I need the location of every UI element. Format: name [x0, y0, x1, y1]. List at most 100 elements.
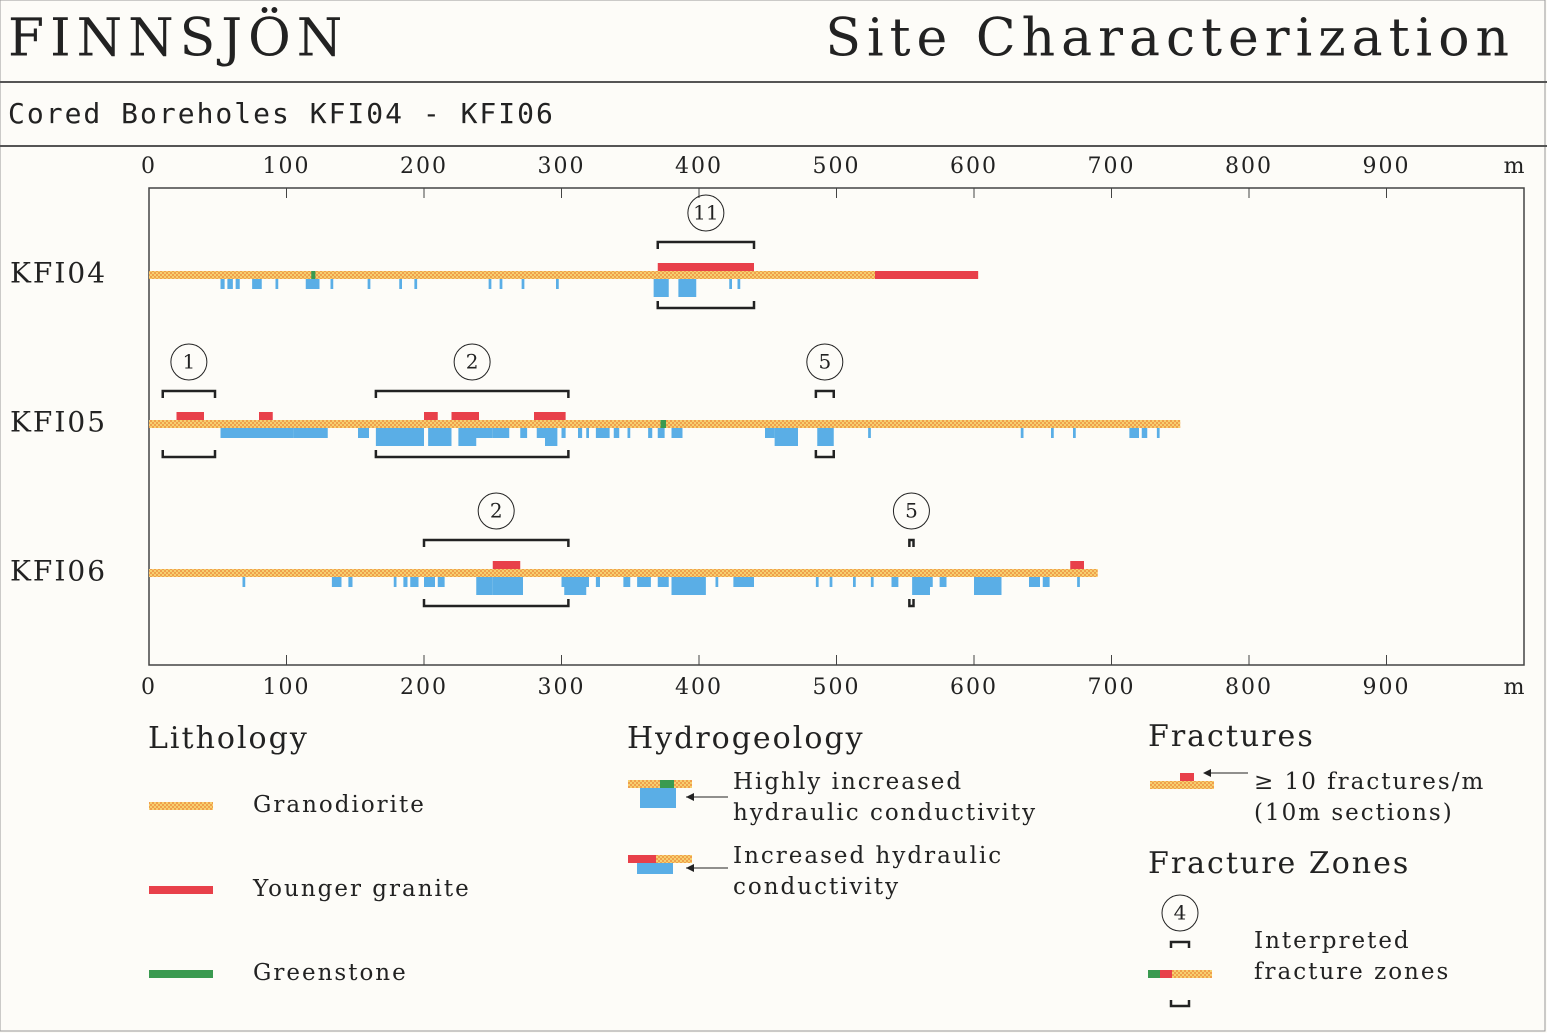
x-tick-label: 800	[1225, 675, 1273, 700]
arrow-head	[686, 864, 694, 872]
legend-swatch	[1180, 773, 1194, 781]
zone-bracket	[908, 599, 915, 608]
fracture-section	[424, 412, 438, 420]
increased-conductivity	[520, 428, 528, 438]
zone-circle	[453, 343, 491, 381]
zone-bracket	[814, 450, 835, 459]
x-tick-label: 500	[813, 675, 861, 700]
bracket	[1169, 1000, 1191, 1008]
increased-conductivity	[437, 577, 445, 587]
fracture-section	[657, 263, 754, 271]
zone-circle	[1161, 894, 1199, 932]
legend-label: (10m sections)	[1254, 800, 1454, 826]
increased-conductivity	[561, 428, 566, 438]
zone-label: 2	[490, 499, 503, 523]
zone-circle	[477, 492, 515, 530]
unit-label: m	[1504, 154, 1527, 179]
legend-label: ≥ 10 fractures/m	[1254, 769, 1485, 795]
legend-label: Greenstone	[253, 960, 408, 986]
increased-conductivity	[305, 279, 320, 289]
legend-title: Fractures	[1148, 719, 1315, 754]
legend-swatch	[149, 970, 213, 978]
increased-conductivity	[578, 428, 583, 438]
fracture-section	[259, 412, 273, 420]
x-tick-label: 900	[1363, 675, 1411, 700]
increased-conductivity	[765, 428, 775, 438]
increased-conductivity	[627, 428, 631, 438]
increased-conductivity	[414, 279, 418, 289]
fracture-section	[451, 412, 479, 420]
legend-swatch	[628, 855, 656, 863]
high-conductivity	[564, 577, 587, 595]
fracture-section	[492, 561, 521, 569]
legend-label: fracture zones	[1254, 959, 1450, 985]
x-tick-label: 500	[813, 154, 861, 179]
high-conductivity	[545, 428, 558, 446]
greenstone	[660, 420, 666, 428]
increased-conductivity	[330, 279, 334, 289]
increased-conductivity	[393, 577, 397, 587]
x-tick-label: 0	[141, 154, 157, 179]
increased-conductivity	[595, 577, 600, 587]
x-tick-label: 900	[1363, 154, 1411, 179]
increased-conductivity	[499, 279, 503, 289]
increased-conductivity	[595, 428, 610, 438]
high-conductivity	[653, 279, 669, 297]
x-tick-label: 100	[263, 675, 311, 700]
legend-title: Fracture Zones	[1148, 846, 1410, 881]
legend-label: conductivity	[733, 874, 900, 900]
legend-swatch	[149, 886, 213, 894]
increased-conductivity	[1020, 428, 1024, 438]
legend-swatch	[628, 855, 692, 863]
fracture-section	[534, 412, 566, 420]
zone-bracket	[374, 450, 570, 459]
zone-bracket	[422, 538, 570, 547]
x-tick-label: 300	[538, 675, 586, 700]
x-tick-label: 200	[400, 675, 448, 700]
x-tick-label: 300	[538, 154, 586, 179]
x-tick-label: 0	[141, 675, 157, 700]
zone-bracket	[422, 599, 570, 608]
increased-conductivity	[492, 428, 510, 438]
zone-label: 4	[1174, 901, 1187, 925]
high-conductivity	[678, 279, 697, 297]
increased-conductivity	[939, 577, 947, 587]
zone-bracket	[814, 389, 835, 398]
zone-circle	[170, 343, 208, 381]
increased-conductivity	[348, 577, 353, 587]
bracket	[1169, 940, 1191, 948]
increased-conductivity	[1042, 577, 1050, 587]
x-tick-label: 600	[950, 675, 998, 700]
increased-conductivity	[715, 577, 719, 587]
borehole-label: KFI04	[10, 257, 107, 290]
high-conductivity	[458, 428, 477, 446]
increased-conductivity	[235, 279, 240, 289]
increased-conductivity	[1129, 428, 1139, 438]
increased-conductivity	[275, 279, 279, 289]
increased-conductivity	[220, 279, 225, 289]
legend-label: Highly increased	[733, 769, 963, 795]
x-tick-label: 600	[950, 154, 998, 179]
increased-conductivity	[242, 577, 246, 587]
zone-bracket	[656, 240, 756, 249]
x-tick-label: 800	[1225, 154, 1273, 179]
x-tick-label: 200	[400, 154, 448, 179]
increased-conductivity	[293, 428, 328, 438]
zone-circle	[806, 343, 844, 381]
high-conductivity	[476, 577, 493, 595]
legend-label: Granodiorite	[253, 792, 426, 818]
arrow-head	[686, 793, 694, 801]
increased-conductivity	[733, 577, 754, 587]
zone-label: 11	[693, 201, 718, 225]
x-tick-label: 400	[675, 675, 723, 700]
increased-conductivity	[1077, 577, 1080, 587]
granodiorite	[149, 271, 979, 279]
high-conductivity	[375, 428, 424, 446]
increased-conductivity	[331, 577, 342, 587]
fracture-section	[176, 412, 204, 420]
increased-conductivity	[410, 577, 419, 587]
subtitle: Cored Boreholes KFI04 - KFI06	[8, 97, 555, 130]
increased-conductivity	[227, 279, 233, 289]
increased-conductivity	[829, 577, 833, 587]
